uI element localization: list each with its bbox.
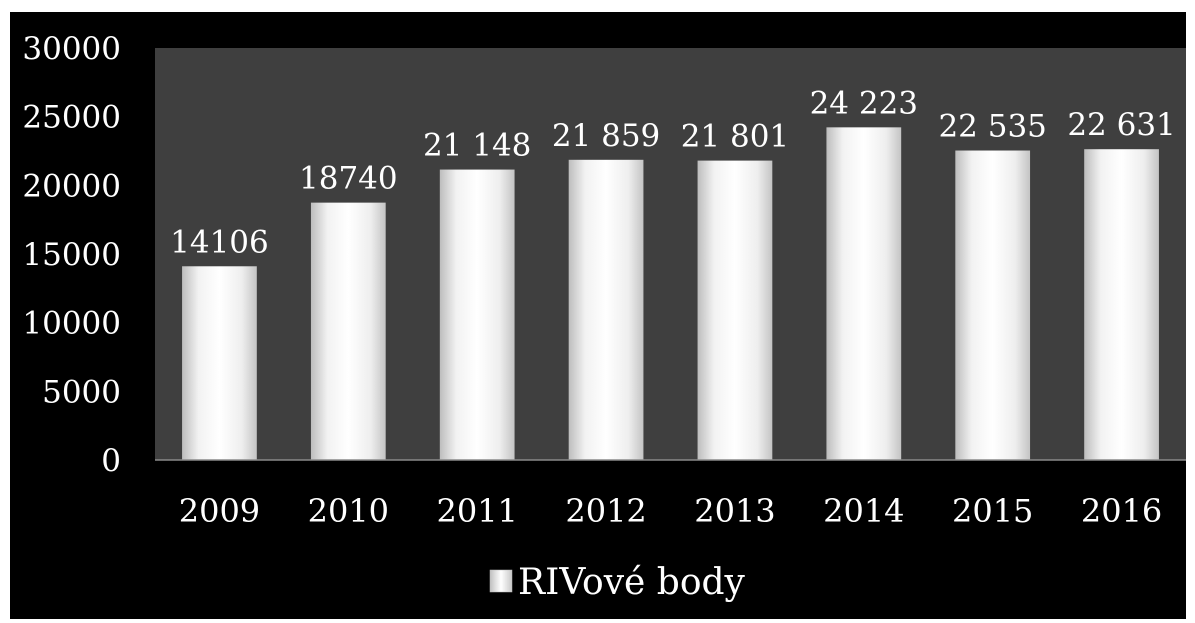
y-tick-label: 30000 (22, 31, 121, 67)
data-label: 21 148 (423, 128, 531, 164)
y-tick-label: 5000 (42, 374, 121, 410)
y-axis-ticks: 0 5000 10000 15000 20000 25000 30000 (22, 31, 121, 479)
x-tick-label: 2010 (308, 492, 389, 530)
bars (182, 127, 1159, 461)
x-tick-label: 2012 (565, 492, 646, 530)
legend-label: RIVové body (518, 562, 746, 603)
data-label: 22 631 (1067, 107, 1175, 143)
data-label: 21 859 (552, 118, 660, 154)
bar (826, 127, 902, 460)
bar (955, 150, 1031, 460)
x-tick-label: 2014 (823, 492, 904, 530)
y-tick-label: 10000 (22, 306, 121, 342)
x-tick-label: 2009 (179, 492, 260, 530)
x-axis-ticks: 2009 2010 2011 2012 2013 2014 2015 2016 (179, 492, 1163, 530)
y-tick-label: 20000 (22, 168, 121, 204)
y-tick-label: 15000 (22, 237, 121, 273)
value-labels: 14106 18740 21 148 21 859 21 801 24 223 22 535… (170, 85, 1176, 260)
data-label: 18740 (299, 161, 398, 197)
bar (182, 266, 257, 460)
legend: RIVové body (489, 562, 746, 603)
x-tick-label: 2016 (1081, 492, 1162, 530)
bar (568, 159, 644, 460)
bar (697, 160, 773, 460)
data-label: 24 223 (810, 85, 918, 121)
y-tick-label: 0 (101, 443, 121, 479)
y-tick-label: 25000 (22, 100, 121, 136)
x-tick-label: 2013 (694, 492, 775, 530)
bar (439, 169, 515, 461)
x-tick-label: 2015 (952, 492, 1033, 530)
bar (1084, 149, 1159, 460)
data-label: 22 535 (938, 109, 1046, 145)
data-label: 14106 (170, 224, 269, 260)
x-tick-label: 2011 (436, 492, 517, 530)
legend-swatch (489, 569, 513, 593)
bar (310, 202, 386, 460)
data-label: 21 801 (681, 119, 789, 155)
